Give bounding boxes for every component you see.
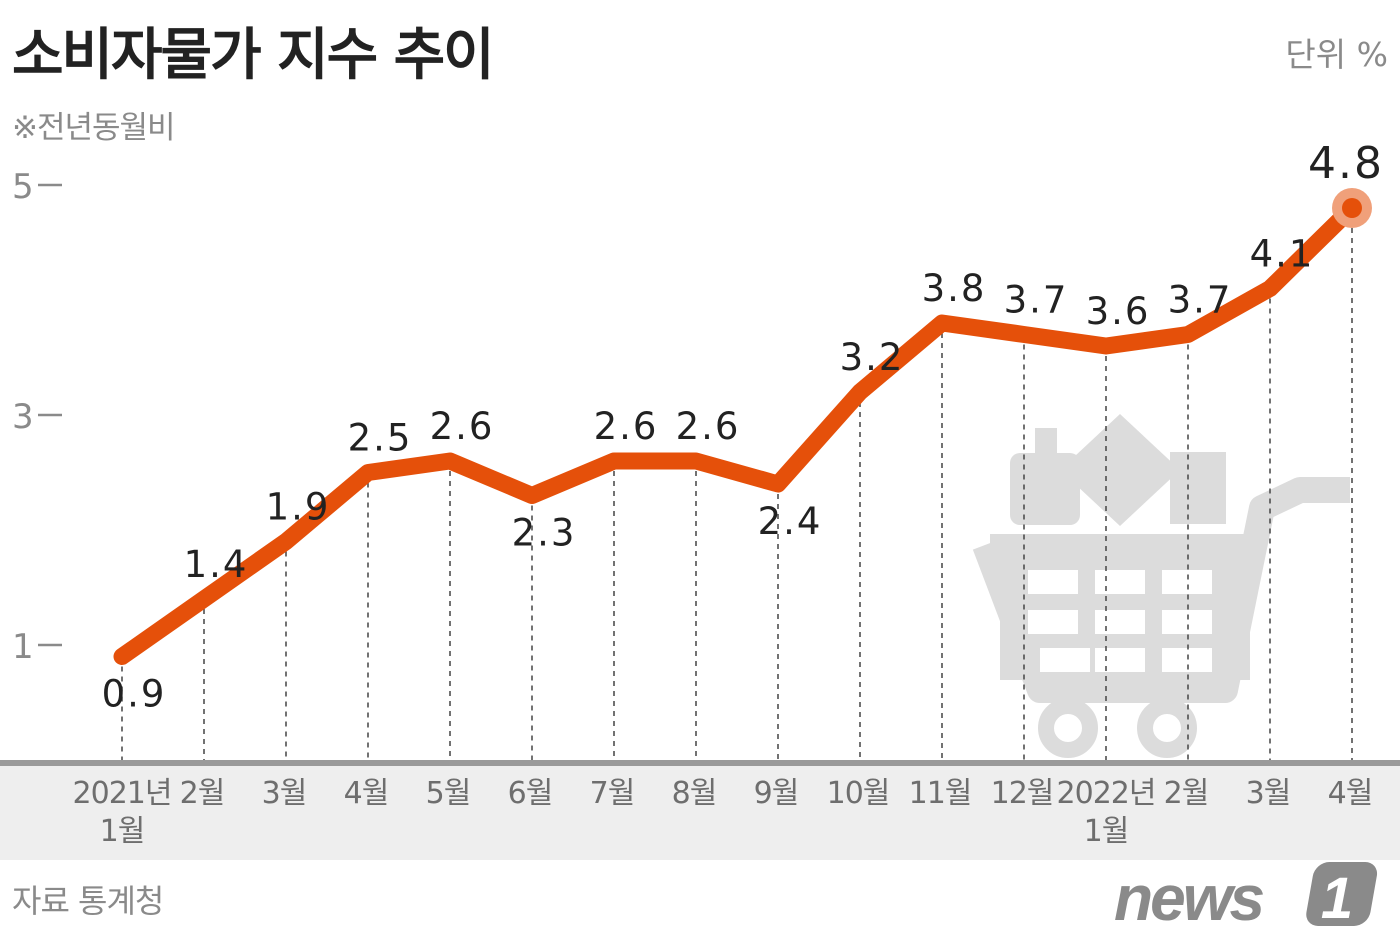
x-tick-label: 9월: [754, 776, 799, 811]
x-tick-label: 2월: [180, 776, 225, 811]
x-tick-label: 8월: [672, 776, 717, 811]
x-tick-label: 3월: [1246, 776, 1291, 811]
data-label: 2.4: [758, 500, 823, 543]
x-axis-line: [0, 760, 1400, 766]
x-tick-label: 2021년: [73, 776, 172, 811]
x-tick-label: 2월: [1164, 776, 1209, 811]
series-line: [113, 199, 1361, 665]
logo-badge: [1306, 862, 1378, 926]
y-tick-label: 1: [12, 627, 34, 667]
data-label: 2.5: [348, 417, 413, 460]
data-label: 4.1: [1250, 233, 1315, 276]
source-label: 자료 통계청: [12, 882, 164, 920]
x-tick-label: 5월: [426, 776, 471, 811]
data-label: 2.6: [676, 405, 741, 448]
news1-logo: news 1: [1114, 862, 1378, 930]
chart-subtitle: ※전년동월비: [12, 110, 176, 146]
data-label: 3.2: [840, 336, 905, 379]
x-tick-label: 1월: [1084, 814, 1129, 849]
x-tick-label: 10월: [827, 776, 890, 811]
news-wordmark: news: [1114, 862, 1263, 930]
x-tick-label: 4월: [1328, 776, 1373, 811]
data-label: 3.7: [1004, 279, 1069, 322]
data-point: [1342, 198, 1362, 218]
y-tick-label: 5: [12, 167, 34, 207]
x-tick-label: 3월: [262, 776, 307, 811]
data-label: 3.7: [1168, 279, 1233, 322]
data-label: 0.9: [102, 673, 167, 716]
shopping-cart-icon: [972, 414, 1350, 758]
x-tick-label: 11월: [909, 776, 972, 811]
x-axis-band: [0, 760, 1400, 860]
unit-label: 단위 %: [1285, 35, 1388, 74]
data-label: 1.4: [184, 543, 249, 586]
data-label: 2.3: [512, 512, 577, 555]
data-label: 1.9: [266, 486, 331, 529]
x-tick-label: 4월: [344, 776, 389, 811]
x-tick-label: 7월: [590, 776, 635, 811]
x-tick-label: 2022년: [1057, 776, 1156, 811]
x-tick-label: 1월: [100, 814, 145, 849]
data-label: 2.6: [430, 405, 495, 448]
x-tick-label: 12월: [991, 776, 1054, 811]
y-tick-label: 3: [12, 397, 34, 437]
x-tick-label: 6월: [508, 776, 553, 811]
data-label: 3.8: [922, 267, 987, 310]
data-label: 3.6: [1086, 290, 1151, 333]
data-label: 4.8: [1308, 138, 1384, 189]
logo-number: 1: [1321, 866, 1353, 930]
data-label: 2.6: [594, 405, 659, 448]
chart-title: 소비자물가 지수 추이: [12, 23, 495, 88]
